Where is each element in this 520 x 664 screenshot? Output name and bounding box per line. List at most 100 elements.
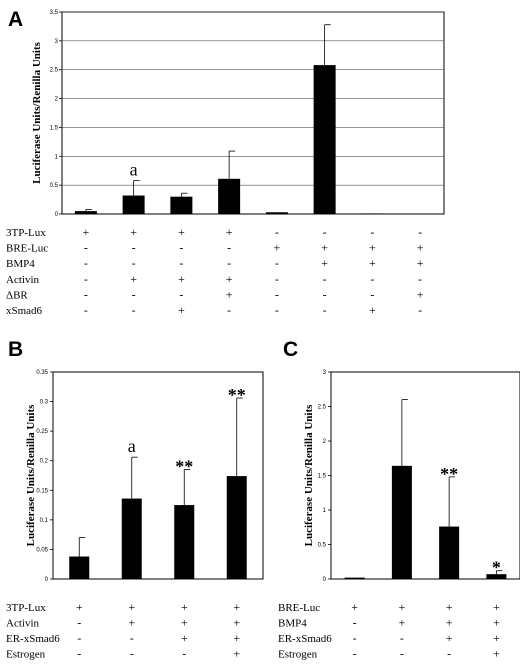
y-axis-label-a: Luciferase Units/Renilla Units <box>31 41 43 183</box>
y-axis-label-b: Luciferase Units/Renilla Units <box>25 404 37 546</box>
y-tick-label-c: 1 <box>323 508 327 514</box>
condition-sign-a: + <box>226 287 233 301</box>
bar-c <box>439 526 460 579</box>
significance-mark-b: ** <box>228 385 246 405</box>
condition-sign-b: - <box>130 631 134 645</box>
bar-a <box>361 213 384 214</box>
condition-sign-c: + <box>446 631 453 645</box>
condition-sign-a: - <box>323 225 327 239</box>
condition-sign-a: - <box>275 256 279 270</box>
condition-sign-a: + <box>321 256 328 270</box>
bar-b <box>226 476 247 579</box>
condition-sign-a: - <box>370 272 374 286</box>
significance-mark-b: ** <box>175 457 193 477</box>
condition-sign-c: + <box>493 616 500 630</box>
condition-sign-a: - <box>275 272 279 286</box>
condition-sign-b: + <box>233 647 240 661</box>
condition-sign-a: + <box>130 225 137 239</box>
plot-frame-c <box>330 371 520 580</box>
bar-a <box>170 196 193 214</box>
condition-sign-a: - <box>275 303 279 317</box>
condition-sign-b: + <box>233 616 240 630</box>
y-tick-label-a: 2.5 <box>50 68 59 74</box>
condition-sign-a: - <box>132 287 136 301</box>
y-tick-label-a: 2 <box>55 97 59 103</box>
bar-a <box>218 178 241 214</box>
condition-sign-a: - <box>179 287 183 301</box>
condition-sign-b: - <box>182 647 186 661</box>
condition-sign-c: + <box>493 631 500 645</box>
condition-sign-b: - <box>77 631 81 645</box>
y-axis-label-c: Luciferase Units/Renilla Units <box>303 404 315 546</box>
condition-sign-c: + <box>493 600 500 614</box>
condition-sign-b: + <box>181 631 188 645</box>
panel-letter-a: A <box>8 8 23 31</box>
condition-sign-a: + <box>369 303 376 317</box>
panel-letter-b: B <box>8 338 23 361</box>
y-tick-label-a: 1 <box>55 154 59 160</box>
condition-sign-a: - <box>179 241 183 255</box>
condition-sign-a: - <box>418 303 422 317</box>
y-tick-label-b: 0.1 <box>40 518 49 524</box>
condition-sign-a: - <box>132 241 136 255</box>
condition-label-c: BRE-Luc <box>278 602 320 614</box>
condition-sign-b: + <box>181 600 188 614</box>
condition-sign-a: + <box>321 241 328 255</box>
y-tick-label-a: 1.5 <box>50 125 59 131</box>
condition-sign-a: - <box>84 303 88 317</box>
condition-sign-a: - <box>275 225 279 239</box>
condition-sign-c: + <box>351 600 358 614</box>
condition-sign-a: - <box>84 241 88 255</box>
condition-sign-a: - <box>323 272 327 286</box>
condition-sign-a: - <box>179 256 183 270</box>
significance-mark-c: ** <box>440 464 458 484</box>
condition-sign-a: + <box>178 303 185 317</box>
condition-sign-a: + <box>417 256 424 270</box>
y-tick-label-b: 0.2 <box>40 459 49 465</box>
condition-sign-a: - <box>227 241 231 255</box>
condition-sign-a: + <box>369 241 376 255</box>
y-tick-label-c: 2.5 <box>318 405 327 411</box>
condition-sign-b: + <box>181 616 188 630</box>
condition-sign-a: + <box>226 272 233 286</box>
y-tick-label-c: 1.5 <box>318 474 327 480</box>
bar-a <box>74 211 97 214</box>
condition-label-b: ER-xSmad6 <box>6 633 60 645</box>
y-tick-label-b: 0.25 <box>36 429 48 435</box>
y-tick-label-b: 0.15 <box>36 488 48 494</box>
y-tick-label-a: 3 <box>55 39 59 45</box>
condition-sign-a: + <box>226 225 233 239</box>
condition-label-b: Activin <box>6 618 39 630</box>
y-tick-label-c: 0 <box>323 577 327 583</box>
condition-sign-a: + <box>273 241 280 255</box>
condition-label-c: BMP4 <box>278 618 307 630</box>
condition-label-b: Estrogen <box>6 649 46 661</box>
condition-sign-a: - <box>227 303 231 317</box>
condition-label-a: 3TP-Lux <box>6 227 46 239</box>
significance-mark-a: a <box>130 160 138 180</box>
bar-c <box>344 577 365 579</box>
condition-label-a: ΔBR <box>6 289 28 301</box>
condition-sign-b: + <box>233 600 240 614</box>
condition-sign-c: + <box>493 647 500 661</box>
condition-sign-a: + <box>178 272 185 286</box>
panel-letter-c: C <box>283 338 298 361</box>
y-tick-label-a: 0.5 <box>50 183 59 189</box>
condition-sign-b: - <box>77 616 81 630</box>
y-tick-label-b: 0 <box>45 577 49 583</box>
condition-sign-c: - <box>400 631 404 645</box>
condition-sign-b: - <box>130 647 134 661</box>
condition-sign-a: - <box>132 256 136 270</box>
condition-sign-b: - <box>77 647 81 661</box>
condition-sign-c: - <box>353 631 357 645</box>
condition-sign-a: - <box>323 303 327 317</box>
condition-sign-c: - <box>400 647 404 661</box>
bar-c <box>486 574 507 579</box>
y-tick-label-a: 0 <box>55 212 59 218</box>
y-tick-label-c: 0.5 <box>318 543 327 549</box>
condition-label-a: BMP4 <box>6 258 35 270</box>
condition-sign-a: - <box>370 225 374 239</box>
bar-a <box>122 195 145 214</box>
bar-b <box>69 556 90 579</box>
condition-sign-c: - <box>353 616 357 630</box>
